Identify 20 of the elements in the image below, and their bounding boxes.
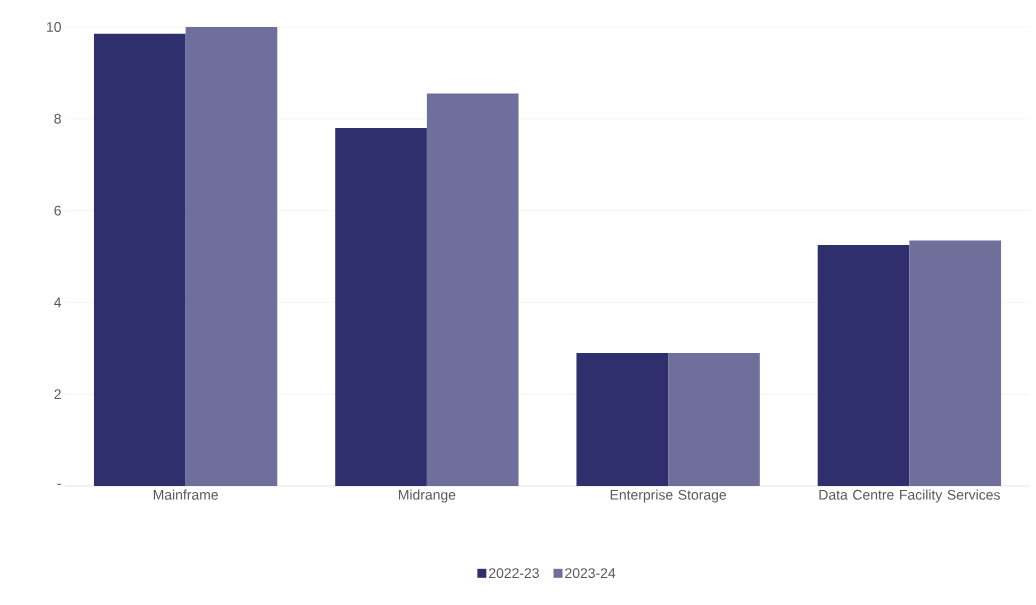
bar [93, 33, 186, 486]
x-tick-label: Midrange [398, 489, 456, 503]
legend-label: 2022-23 [489, 568, 539, 579]
bar [335, 127, 427, 486]
bar [909, 240, 1002, 486]
x-tick-label: Enterprise Storage [610, 489, 727, 503]
y-tick-label: 2 [54, 389, 61, 400]
y-tick-label: - [57, 483, 61, 485]
x-tick-label: Mainframe [153, 489, 218, 500]
legend-label: 2023-24 [565, 568, 616, 579]
bar [426, 93, 519, 486]
y-tick-label: 8 [54, 113, 61, 124]
bar [668, 352, 760, 486]
bar [576, 352, 669, 486]
bar [817, 245, 910, 486]
x-tick-label: Data Centre Facility Services [819, 489, 1000, 503]
y-tick-label: 4 [54, 297, 62, 308]
y-tick-label: 10 [47, 22, 61, 32]
bar [185, 26, 278, 486]
y-tick-label: 6 [54, 205, 61, 216]
